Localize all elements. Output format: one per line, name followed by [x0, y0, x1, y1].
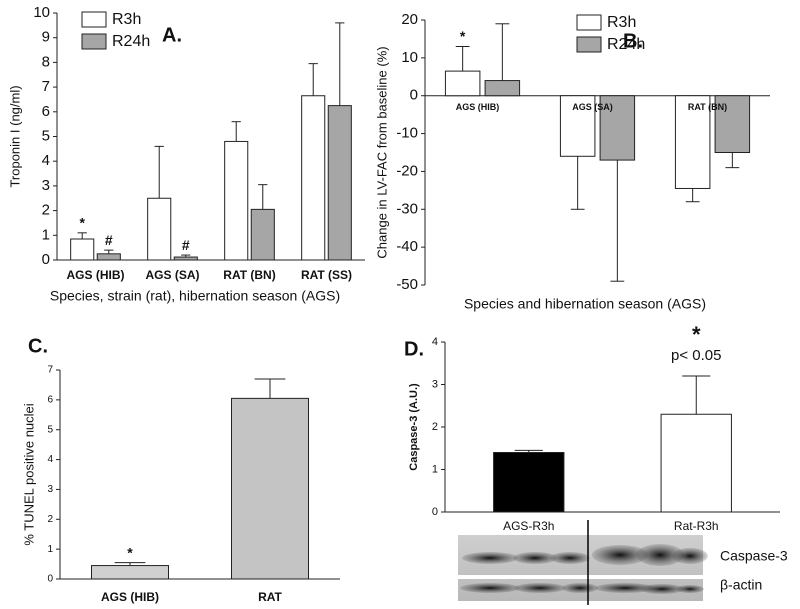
x-axis-label: Species and hibernation season (AGS) — [464, 296, 706, 312]
legend-swatch — [576, 14, 602, 31]
y-tick-label: 1 — [432, 463, 438, 475]
y-tick-label: 4 — [42, 152, 50, 169]
y-tick-label: 2 — [47, 514, 53, 525]
y-tick-label: 3 — [47, 484, 53, 495]
bar — [599, 95, 636, 161]
x-tick-label: AGS (HIB) — [101, 590, 159, 604]
y-tick-label: 10 — [401, 49, 418, 66]
y-axis-label: Change in LV-FAC from baseline (%) — [374, 46, 389, 258]
y-tick-label: 0 — [432, 506, 438, 518]
bar — [714, 95, 751, 153]
annotation: * — [460, 28, 466, 44]
y-tick-label: 2 — [42, 202, 50, 219]
bar — [484, 80, 521, 97]
y-tick-label: 5 — [47, 424, 53, 435]
y-axis-label: % TUNEL positive nuclei — [21, 403, 36, 545]
bar — [231, 397, 309, 580]
bar — [660, 413, 732, 513]
y-tick-label: 7 — [42, 78, 50, 95]
bar — [327, 105, 352, 261]
bar — [250, 208, 275, 261]
bar — [91, 565, 169, 580]
panel-label: B. — [623, 30, 643, 52]
y-tick-label: 0 — [410, 87, 418, 104]
y-tick-label: 2 — [432, 421, 438, 433]
bar — [70, 238, 95, 261]
y-tick-label: 20 — [401, 11, 418, 28]
bar — [444, 70, 481, 97]
y-tick-label: -10 — [396, 125, 418, 142]
y-tick-label: 0 — [47, 574, 53, 585]
legend-label: R24h — [607, 36, 645, 53]
legend-swatch — [81, 11, 107, 28]
annotation: p< 0.05 — [671, 347, 721, 364]
y-tick-label: 9 — [42, 29, 50, 46]
x-tick-label: AGS (HIB) — [456, 102, 500, 112]
y-tick-label: -50 — [396, 276, 418, 293]
panel-label: A. — [162, 24, 182, 46]
bar — [493, 452, 565, 513]
y-tick-label: 3 — [42, 177, 50, 194]
legend-label: R3h — [607, 14, 636, 31]
x-tick-label: AGS-R3h — [503, 519, 554, 533]
y-tick-label: 1 — [47, 544, 53, 555]
annotation: * — [127, 544, 133, 560]
y-tick-label: 3 — [432, 378, 438, 390]
legend-swatch — [576, 36, 602, 53]
y-tick-label: 4 — [47, 454, 53, 465]
bar — [224, 140, 249, 261]
blot-label: β-actin — [720, 577, 762, 593]
y-tick-label: -40 — [396, 238, 418, 255]
annotation: # — [182, 237, 190, 253]
bar — [173, 256, 198, 261]
annotation: * — [692, 322, 701, 347]
legend-swatch — [81, 33, 107, 50]
bar — [301, 95, 326, 261]
annotation: # — [105, 232, 113, 248]
y-tick-label: 6 — [47, 394, 53, 405]
x-tick-label: AGS (SA) — [572, 102, 613, 112]
bar — [674, 95, 711, 189]
y-tick-label: 7 — [47, 365, 53, 376]
annotation: * — [79, 215, 85, 231]
x-tick-label: AGS (SA) — [146, 268, 200, 282]
x-tick-label: Rat-R3h — [674, 519, 719, 533]
x-tick-label: RAT — [258, 590, 282, 604]
x-tick-label: AGS (HIB) — [67, 268, 125, 282]
panel-label: D. — [404, 338, 424, 360]
blot-label: Caspase-3 — [720, 548, 788, 564]
y-tick-label: -30 — [396, 200, 418, 217]
bar — [147, 197, 172, 261]
x-tick-label: RAT (SS) — [301, 268, 352, 282]
western-blot — [458, 520, 708, 605]
y-tick-label: -20 — [396, 162, 418, 179]
x-tick-label: RAT (BN) — [688, 102, 727, 112]
y-axis-label: Caspase-3 (A.U.) — [408, 383, 420, 471]
y-tick-label: 8 — [42, 53, 50, 70]
y-tick-label: 5 — [42, 127, 50, 144]
panel-label: C. — [28, 335, 48, 357]
y-tick-label: 4 — [432, 336, 438, 348]
x-axis-label: Species, strain (rat), hibernation seaso… — [50, 288, 340, 304]
bar — [96, 253, 121, 261]
bar — [559, 95, 596, 157]
x-tick-label: RAT (BN) — [223, 268, 275, 282]
y-axis-label: Troponin I (ng/ml) — [7, 85, 22, 187]
y-tick-label: 1 — [42, 226, 50, 243]
y-tick-label: 10 — [33, 4, 50, 21]
y-tick-label: 0 — [42, 251, 50, 268]
y-tick-label: 6 — [42, 103, 50, 120]
legend-label: R24h — [112, 33, 150, 50]
legend-label: R3h — [112, 11, 141, 28]
